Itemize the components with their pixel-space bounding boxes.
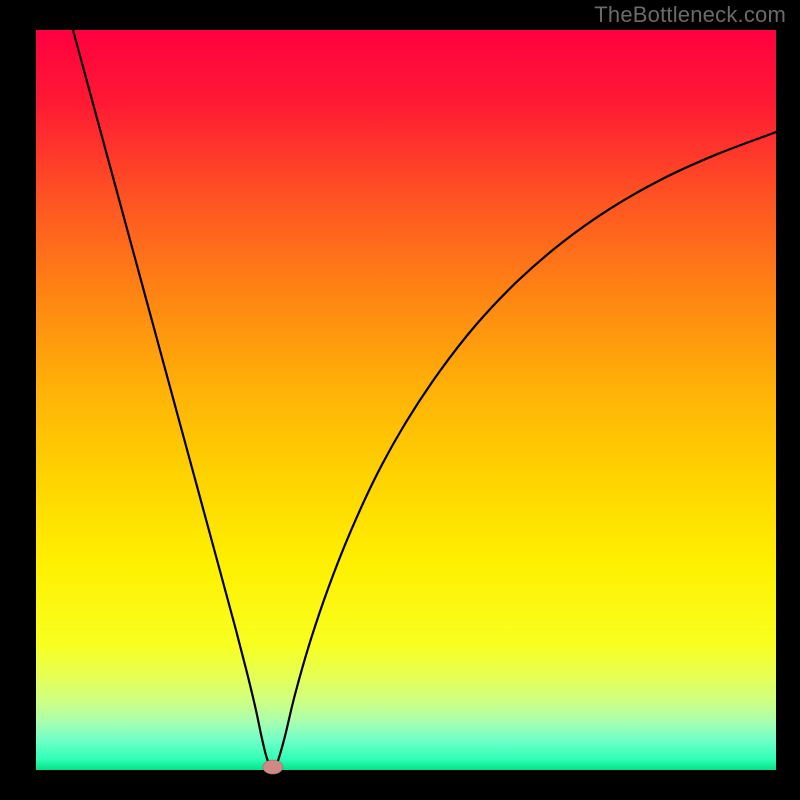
chart-container: TheBottleneck.com	[0, 0, 800, 800]
watermark-text: TheBottleneck.com	[594, 2, 786, 28]
chart-svg	[0, 0, 800, 800]
optimum-marker	[263, 760, 283, 774]
plot-area	[36, 30, 776, 770]
